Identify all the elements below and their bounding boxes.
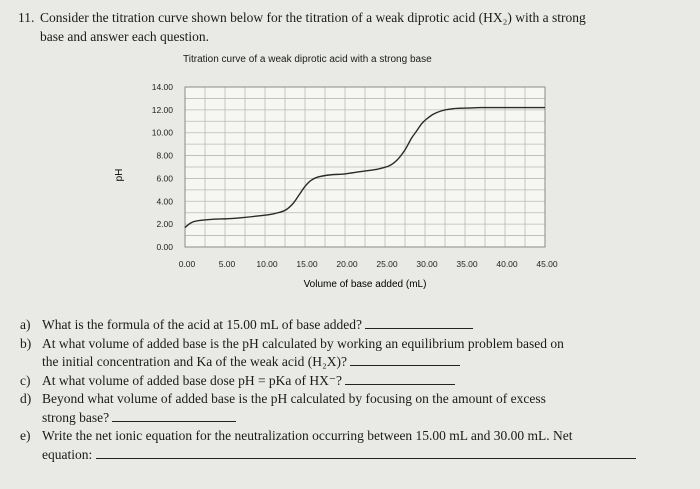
question-c: c) At what volume of added base dose pH …: [20, 372, 680, 391]
x-tick-label: 30.00: [416, 259, 438, 269]
question-e-text-1: Write the net ionic equation for the neu…: [42, 428, 573, 443]
question-a-text: What is the formula of the acid at 15.00…: [42, 317, 363, 332]
chart-title: Titration curve of a weak diprotic acid …: [183, 54, 432, 65]
sub-questions: a) What is the formula of the acid at 15…: [20, 316, 680, 464]
x-tick-label: 15.00: [296, 259, 318, 269]
x-tick-label: 0.00: [179, 259, 196, 269]
question-b-text-1: At what volume of added base is the pH c…: [42, 335, 564, 351]
y-tick-label: 12.00: [152, 105, 174, 115]
y-tick-label: 0.00: [156, 242, 173, 252]
question-intro-line-2: base and answer each question.: [40, 29, 210, 44]
y-tick-labels: 0.00 2.00 4.00 6.00 8.00 10.00 12.00 14.00: [152, 82, 174, 252]
question-e-text-2: equation:: [42, 446, 93, 462]
question-d-text-1: Beyond what volume of added base is the …: [42, 391, 546, 406]
titration-curve-line: [184, 106, 545, 229]
x-axis-label: Volume of base added (mL): [304, 279, 427, 290]
y-axis-label: pH: [114, 169, 125, 182]
x-tick-label: 35.00: [456, 259, 478, 269]
x-tick-label: 45.00: [536, 259, 558, 269]
y-tick-label: 4.00: [156, 196, 173, 206]
question-e: e) Write the net ionic equation for the …: [20, 427, 680, 464]
question-d: d) Beyond what volume of added base is t…: [20, 390, 680, 427]
chart-svg: 0.00 2.00 4.00 6.00 8.00 10.00 12.00 14.00 0.00…: [114, 82, 558, 290]
question-c-text: At what volume of added base dose pH = p…: [42, 372, 343, 388]
question-a-label: a): [20, 317, 31, 332]
x-tick-labels: 0.00 5.00 10.00 15.00 20.00 25.00 30.00 35.00 40…: [179, 259, 558, 269]
question-e-label: e): [20, 428, 31, 443]
question-c-label: c): [20, 372, 31, 388]
y-tick-label: 10.00: [152, 128, 174, 138]
plot-frame: [184, 86, 546, 248]
answer-c-blank[interactable]: [345, 372, 456, 385]
answer-e-blank[interactable]: [95, 446, 636, 459]
x-tick-label: 25.00: [376, 259, 398, 269]
titration-curve: [184, 106, 545, 229]
x-tick-label: 5.00: [219, 259, 236, 269]
answer-a-blank[interactable]: [365, 316, 474, 329]
titration-chart: Titration curve of a weak diprotic acid …: [110, 45, 580, 295]
y-tick-label: 6.00: [156, 173, 173, 183]
answer-d-blank[interactable]: [112, 409, 237, 422]
question-d-text-2: strong base?: [42, 409, 110, 425]
y-tick-label: 14.00: [152, 82, 174, 92]
chart-grid: [184, 86, 546, 248]
question-a: a) What is the formula of the acid at 15…: [20, 316, 680, 335]
question-intro-line-1: Consider the titration curve shown below…: [40, 10, 586, 25]
x-tick-label: 20.00: [336, 259, 358, 269]
question-number: 11.: [18, 10, 35, 25]
question-b-text-2: the initial concentration and Ka of the …: [42, 354, 347, 369]
question-d-label: d): [20, 391, 32, 406]
y-tick-label: 8.00: [156, 151, 173, 161]
question-b: b) At what volume of added base is the p…: [20, 335, 680, 372]
answer-b-blank[interactable]: [350, 353, 461, 366]
question-b-label: b): [20, 335, 32, 351]
x-tick-label: 40.00: [496, 259, 518, 269]
question-header: 11. Consider the titration curve shown be…: [18, 8, 678, 46]
y-tick-label: 2.00: [156, 219, 173, 229]
x-tick-label: 10.00: [256, 259, 278, 269]
